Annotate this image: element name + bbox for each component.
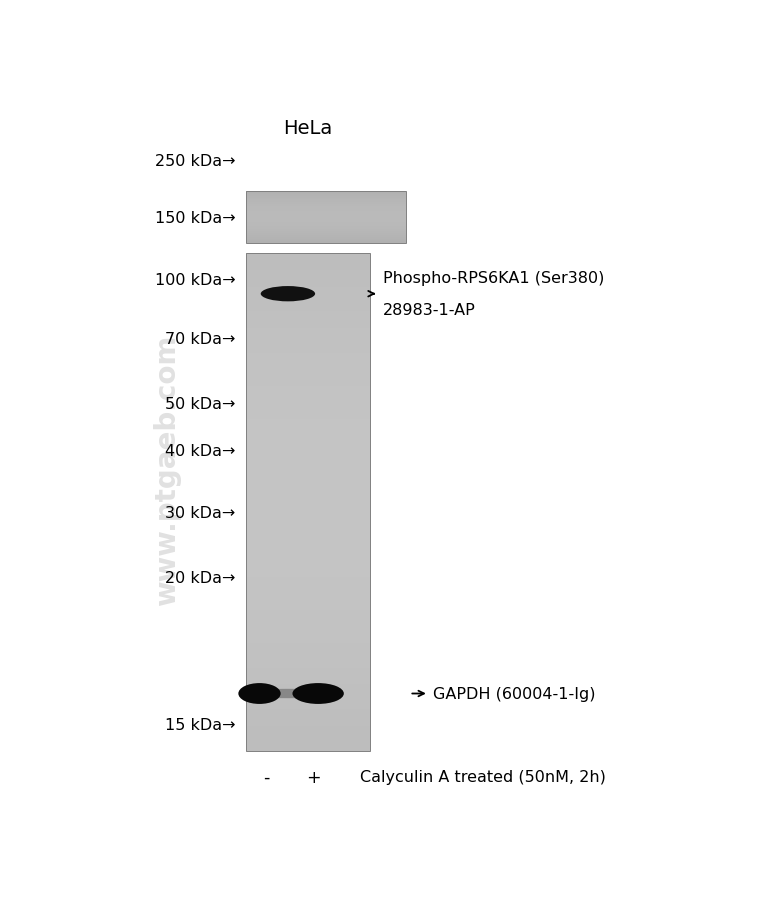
Bar — [246, 254, 370, 262]
Text: 15 kDa→: 15 kDa→ — [165, 717, 236, 732]
Text: +: + — [307, 769, 321, 786]
Text: 20 kDa→: 20 kDa→ — [165, 570, 236, 585]
Text: HeLa: HeLa — [283, 118, 332, 137]
Bar — [246, 287, 370, 296]
Bar — [246, 742, 370, 750]
Bar — [246, 378, 370, 387]
Bar — [246, 411, 370, 419]
Bar — [246, 312, 370, 320]
Text: 70 kDa→: 70 kDa→ — [165, 331, 236, 346]
Bar — [246, 536, 370, 544]
Bar — [246, 544, 370, 552]
Bar — [246, 709, 370, 718]
Bar — [246, 403, 370, 411]
Bar — [246, 370, 370, 378]
Text: 30 kDa→: 30 kDa→ — [165, 506, 236, 520]
Bar — [246, 552, 370, 560]
Text: 50 kDa→: 50 kDa→ — [165, 397, 236, 411]
Bar — [246, 262, 370, 271]
Bar — [246, 585, 370, 594]
Text: 28983-1-AP: 28983-1-AP — [383, 303, 476, 318]
Bar — [246, 594, 370, 602]
Bar — [246, 676, 370, 685]
Ellipse shape — [261, 287, 315, 302]
Bar — [246, 685, 370, 693]
Bar — [246, 528, 370, 536]
Bar — [246, 191, 406, 244]
Bar — [246, 296, 370, 304]
Bar — [246, 395, 370, 403]
Bar — [246, 651, 370, 659]
Bar — [246, 718, 370, 726]
Bar — [246, 336, 370, 345]
Bar — [246, 271, 370, 279]
Bar — [246, 437, 370, 445]
Text: www.ptgaeb.com: www.ptgaeb.com — [153, 334, 181, 605]
Bar — [246, 461, 370, 469]
Bar — [246, 354, 370, 362]
Bar — [246, 667, 370, 676]
Text: Phospho-RPS6KA1 (Ser380): Phospho-RPS6KA1 (Ser380) — [383, 272, 604, 286]
Bar — [246, 304, 370, 312]
Text: 40 kDa→: 40 kDa→ — [165, 444, 236, 459]
Bar — [246, 618, 370, 627]
Bar — [246, 254, 370, 750]
Bar — [246, 279, 370, 287]
Bar — [246, 734, 370, 742]
Bar — [246, 560, 370, 568]
Bar — [246, 643, 370, 651]
Text: Calyculin A treated (50nM, 2h): Calyculin A treated (50nM, 2h) — [360, 769, 606, 785]
Bar — [246, 387, 370, 395]
Bar — [246, 568, 370, 577]
Bar — [246, 486, 370, 494]
Bar — [246, 701, 370, 709]
Ellipse shape — [244, 689, 333, 698]
Bar — [246, 494, 370, 502]
Bar — [246, 502, 370, 511]
Text: -: - — [264, 769, 270, 786]
Bar — [246, 428, 370, 437]
Bar — [246, 445, 370, 453]
Bar — [246, 320, 370, 328]
Bar — [246, 419, 370, 428]
Bar — [246, 602, 370, 610]
Text: 150 kDa→: 150 kDa→ — [154, 210, 236, 226]
Bar — [246, 635, 370, 643]
Text: 100 kDa→: 100 kDa→ — [154, 273, 236, 288]
Bar — [246, 345, 370, 354]
Bar — [246, 477, 370, 486]
Bar — [246, 328, 370, 336]
Bar — [246, 726, 370, 734]
Bar — [246, 511, 370, 519]
Bar — [246, 362, 370, 370]
Bar — [246, 577, 370, 585]
Text: GAPDH (60004-1-Ig): GAPDH (60004-1-Ig) — [433, 686, 595, 701]
Bar — [246, 659, 370, 667]
Bar — [246, 627, 370, 635]
Bar — [246, 693, 370, 701]
Bar — [246, 469, 370, 477]
Bar — [246, 453, 370, 461]
Bar — [246, 519, 370, 528]
Ellipse shape — [239, 684, 281, 704]
Bar — [246, 610, 370, 618]
Ellipse shape — [292, 684, 344, 704]
Text: 250 kDa→: 250 kDa→ — [154, 153, 236, 169]
